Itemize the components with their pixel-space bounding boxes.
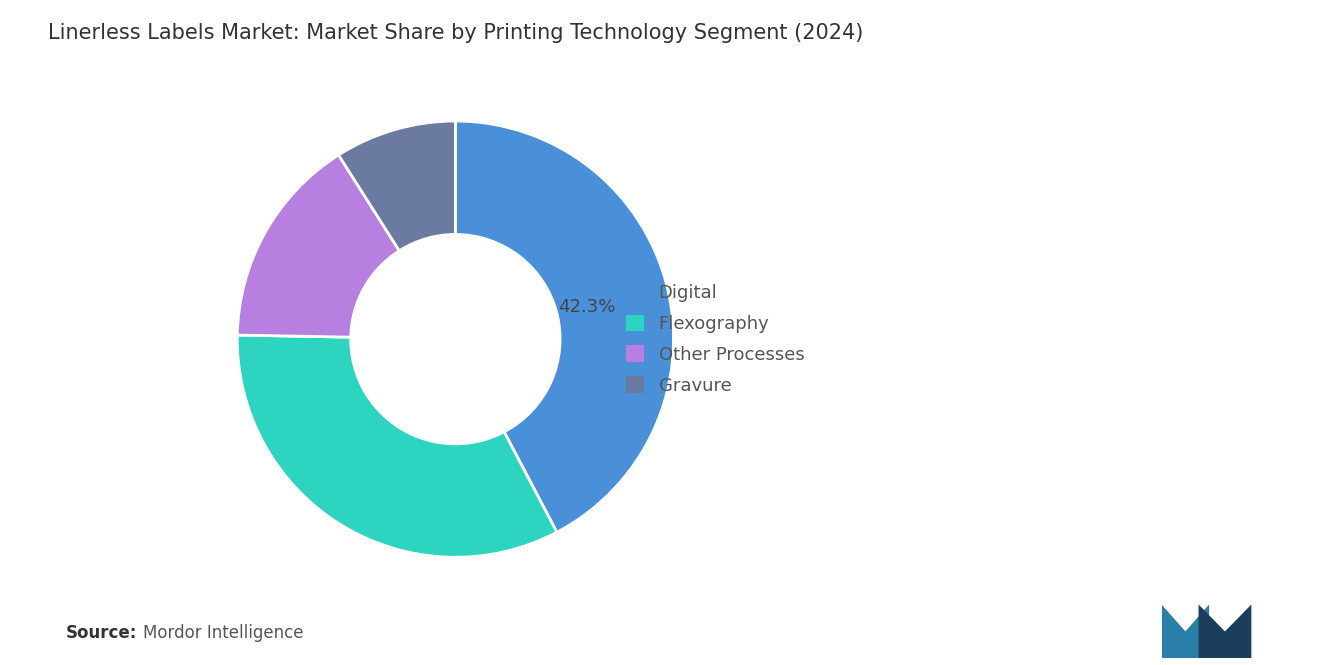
Text: Source:: Source:	[66, 624, 137, 642]
Title: Linerless Labels Market: Market Share by Printing Technology Segment (2024): Linerless Labels Market: Market Share by…	[48, 23, 863, 43]
Wedge shape	[238, 155, 400, 337]
Text: 42.3%: 42.3%	[558, 298, 615, 316]
Wedge shape	[338, 121, 455, 251]
Wedge shape	[455, 121, 673, 532]
Polygon shape	[1162, 604, 1209, 658]
Wedge shape	[238, 335, 557, 557]
Legend: Digital, Flexography, Other Processes, Gravure: Digital, Flexography, Other Processes, G…	[618, 275, 813, 404]
Text: Mordor Intelligence: Mordor Intelligence	[143, 624, 304, 642]
Polygon shape	[1199, 604, 1251, 658]
